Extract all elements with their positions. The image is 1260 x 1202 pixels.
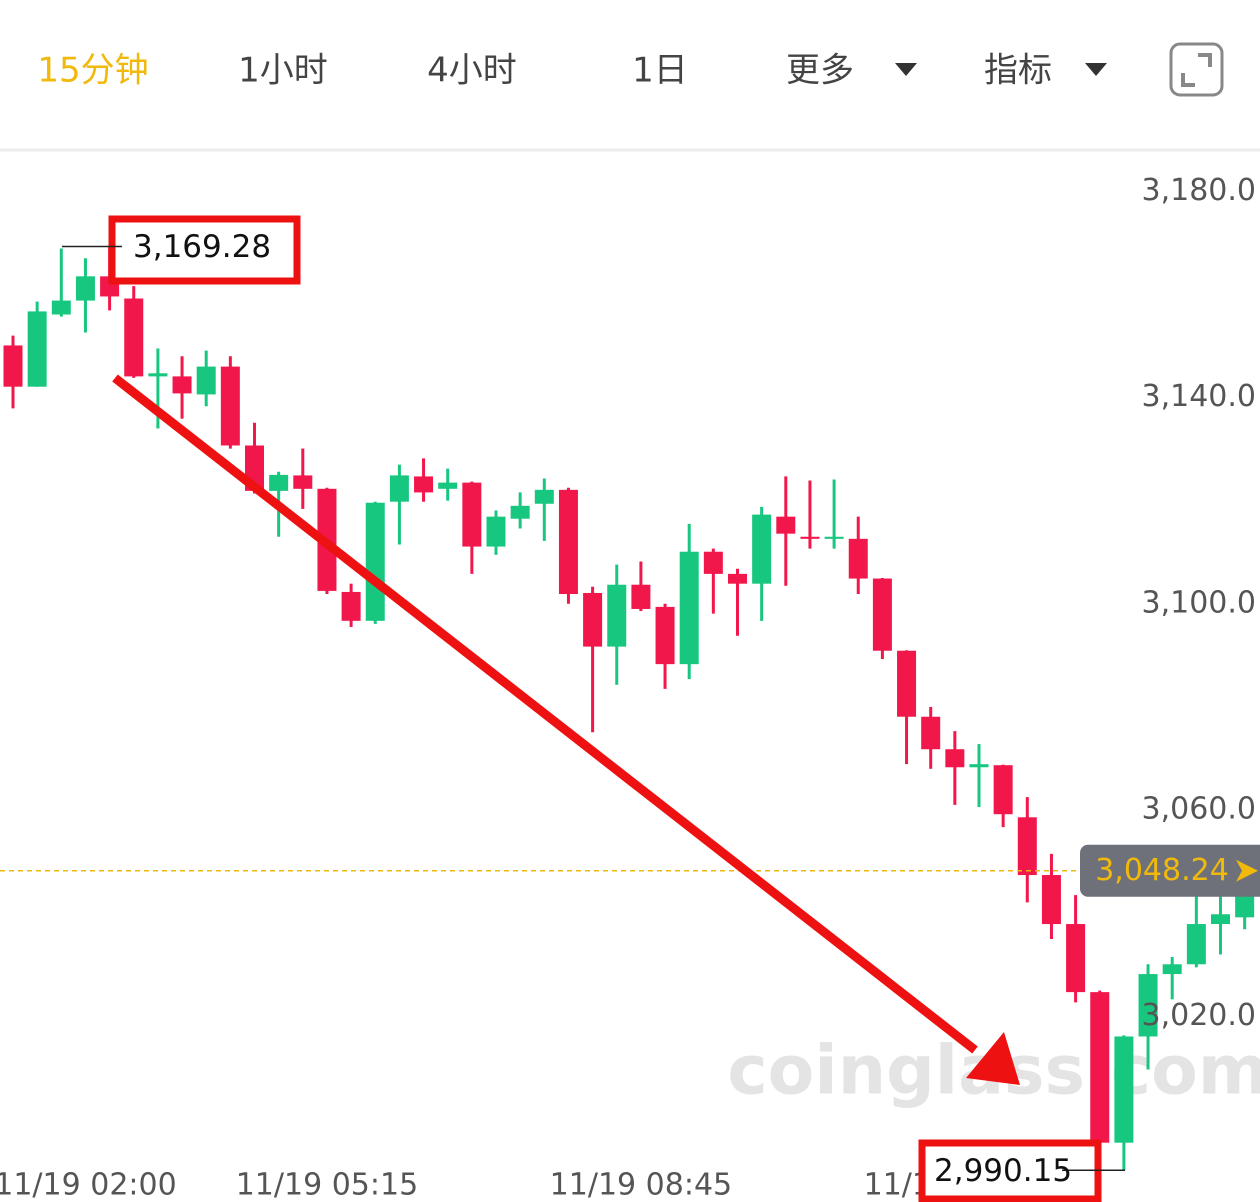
candle-body [172, 376, 192, 394]
candle-body [752, 514, 772, 584]
expand-frame [1169, 42, 1224, 97]
candle-body [728, 573, 747, 584]
dropdown-arrow[interactable] [1085, 63, 1107, 76]
candle-body [414, 476, 434, 493]
annotation-label: 3,169.28 [133, 229, 271, 265]
annotation-label: 2,990.15 [934, 1153, 1072, 1189]
tab[interactable]: 4小时 [427, 51, 517, 91]
expand-glyph [1181, 53, 1212, 87]
candle-body [293, 475, 313, 489]
tab[interactable]: 1小时 [238, 51, 328, 91]
candle-body [945, 749, 965, 768]
last-price-arrow [1236, 859, 1258, 882]
candle-body [583, 592, 603, 647]
candle-body [872, 578, 892, 651]
expand-icon[interactable] [1169, 42, 1224, 97]
candle-body [993, 765, 1013, 815]
annotation-box [108, 215, 301, 285]
candle-body [220, 366, 240, 446]
x-tick-label: 11/19 05:15 [236, 1168, 418, 1202]
y-tick-label: 3,140.0 [1141, 379, 1256, 414]
candle-body [921, 716, 941, 750]
candle-body [27, 311, 47, 387]
candle-body [969, 764, 989, 768]
candle-body [848, 538, 868, 579]
candle-body [1186, 924, 1206, 965]
candle-body [486, 516, 506, 547]
y-tick-label: 3,100.0 [1141, 585, 1256, 620]
candle-body [3, 345, 23, 387]
last-price-box [1080, 844, 1260, 897]
candle-body [800, 536, 820, 539]
trend-arrow [112, 374, 978, 1054]
last-price-label: 3,048.24 [1095, 853, 1229, 888]
candle-body [438, 482, 458, 489]
tab[interactable]: 指标 [984, 51, 1052, 91]
candle-body [196, 366, 216, 395]
candle-body [655, 606, 675, 665]
dropdown-arrow[interactable] [895, 63, 917, 76]
candle-body [389, 475, 409, 502]
candle-body [897, 650, 917, 717]
candle-body [1066, 924, 1086, 993]
candle-body [1090, 992, 1110, 1143]
candle-body [703, 551, 723, 574]
candle-body [1162, 964, 1182, 975]
candle-body [679, 551, 699, 665]
candle-body [607, 584, 627, 647]
candle-body [776, 516, 796, 534]
candle-body [1138, 974, 1158, 1037]
tab[interactable]: 1日 [632, 51, 688, 91]
candle-body [1114, 1036, 1134, 1143]
candle-body [558, 489, 578, 595]
candle-body [51, 300, 71, 315]
candle-body [534, 489, 554, 504]
candle-body [148, 373, 168, 377]
tab[interactable]: 更多 [786, 51, 854, 91]
y-tick-label: 3,060.0 [1141, 792, 1256, 827]
candle-body [341, 591, 361, 621]
candle-body [824, 536, 844, 539]
candle-body [365, 502, 385, 621]
candle-body [631, 584, 651, 609]
x-tick-label: 11/19 08:45 [550, 1168, 732, 1202]
y-tick-label: 3,180.0 [1141, 173, 1256, 208]
tab[interactable]: 15分钟 [37, 51, 148, 91]
candle-body [1017, 817, 1037, 876]
trend-arrowhead [966, 1032, 1020, 1085]
candle-body [1211, 914, 1230, 925]
candle-body [269, 474, 289, 491]
candle-body [462, 482, 482, 547]
candle-body [124, 298, 144, 377]
y-tick-label: 3,020.0 [1141, 998, 1256, 1033]
candle-body [75, 276, 95, 301]
candle-body [1041, 875, 1061, 925]
candle-body [510, 505, 530, 519]
x-tick-label: 11/19 02:00 [0, 1168, 177, 1202]
